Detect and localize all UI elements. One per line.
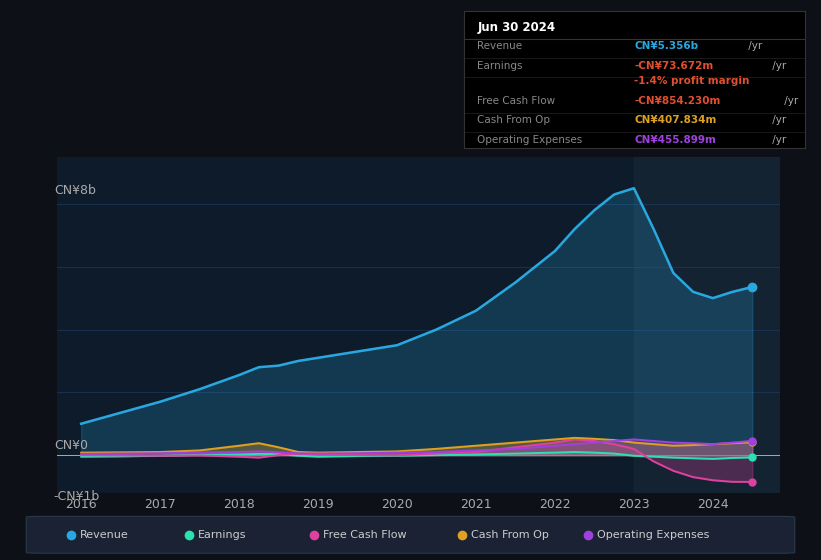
Text: Revenue: Revenue bbox=[80, 530, 128, 540]
Text: Revenue: Revenue bbox=[478, 41, 523, 52]
Text: -CN¥1b: -CN¥1b bbox=[54, 490, 100, 503]
Text: Operating Expenses: Operating Expenses bbox=[597, 530, 709, 540]
Text: CN¥0: CN¥0 bbox=[54, 438, 88, 452]
Text: Jun 30 2024: Jun 30 2024 bbox=[478, 21, 556, 34]
Text: -CN¥854.230m: -CN¥854.230m bbox=[635, 96, 721, 106]
Text: -1.4% profit margin: -1.4% profit margin bbox=[635, 76, 750, 86]
Text: Free Cash Flow: Free Cash Flow bbox=[323, 530, 407, 540]
Text: /yr: /yr bbox=[769, 115, 787, 125]
Text: -CN¥73.672m: -CN¥73.672m bbox=[635, 60, 713, 71]
Text: CN¥8b: CN¥8b bbox=[54, 184, 96, 197]
Text: Earnings: Earnings bbox=[198, 530, 246, 540]
Text: CN¥5.356b: CN¥5.356b bbox=[635, 41, 699, 52]
Text: CN¥455.899m: CN¥455.899m bbox=[635, 135, 716, 144]
Text: /yr: /yr bbox=[769, 135, 787, 144]
Text: Cash From Op: Cash From Op bbox=[471, 530, 549, 540]
Text: /yr: /yr bbox=[782, 96, 799, 106]
Text: Earnings: Earnings bbox=[478, 60, 523, 71]
FancyBboxPatch shape bbox=[26, 516, 795, 553]
Text: /yr: /yr bbox=[769, 60, 787, 71]
Text: Cash From Op: Cash From Op bbox=[478, 115, 551, 125]
Bar bbox=[634, 157, 784, 493]
Text: Operating Expenses: Operating Expenses bbox=[478, 135, 583, 144]
Text: /yr: /yr bbox=[745, 41, 762, 52]
Text: CN¥407.834m: CN¥407.834m bbox=[635, 115, 717, 125]
Text: Free Cash Flow: Free Cash Flow bbox=[478, 96, 556, 106]
